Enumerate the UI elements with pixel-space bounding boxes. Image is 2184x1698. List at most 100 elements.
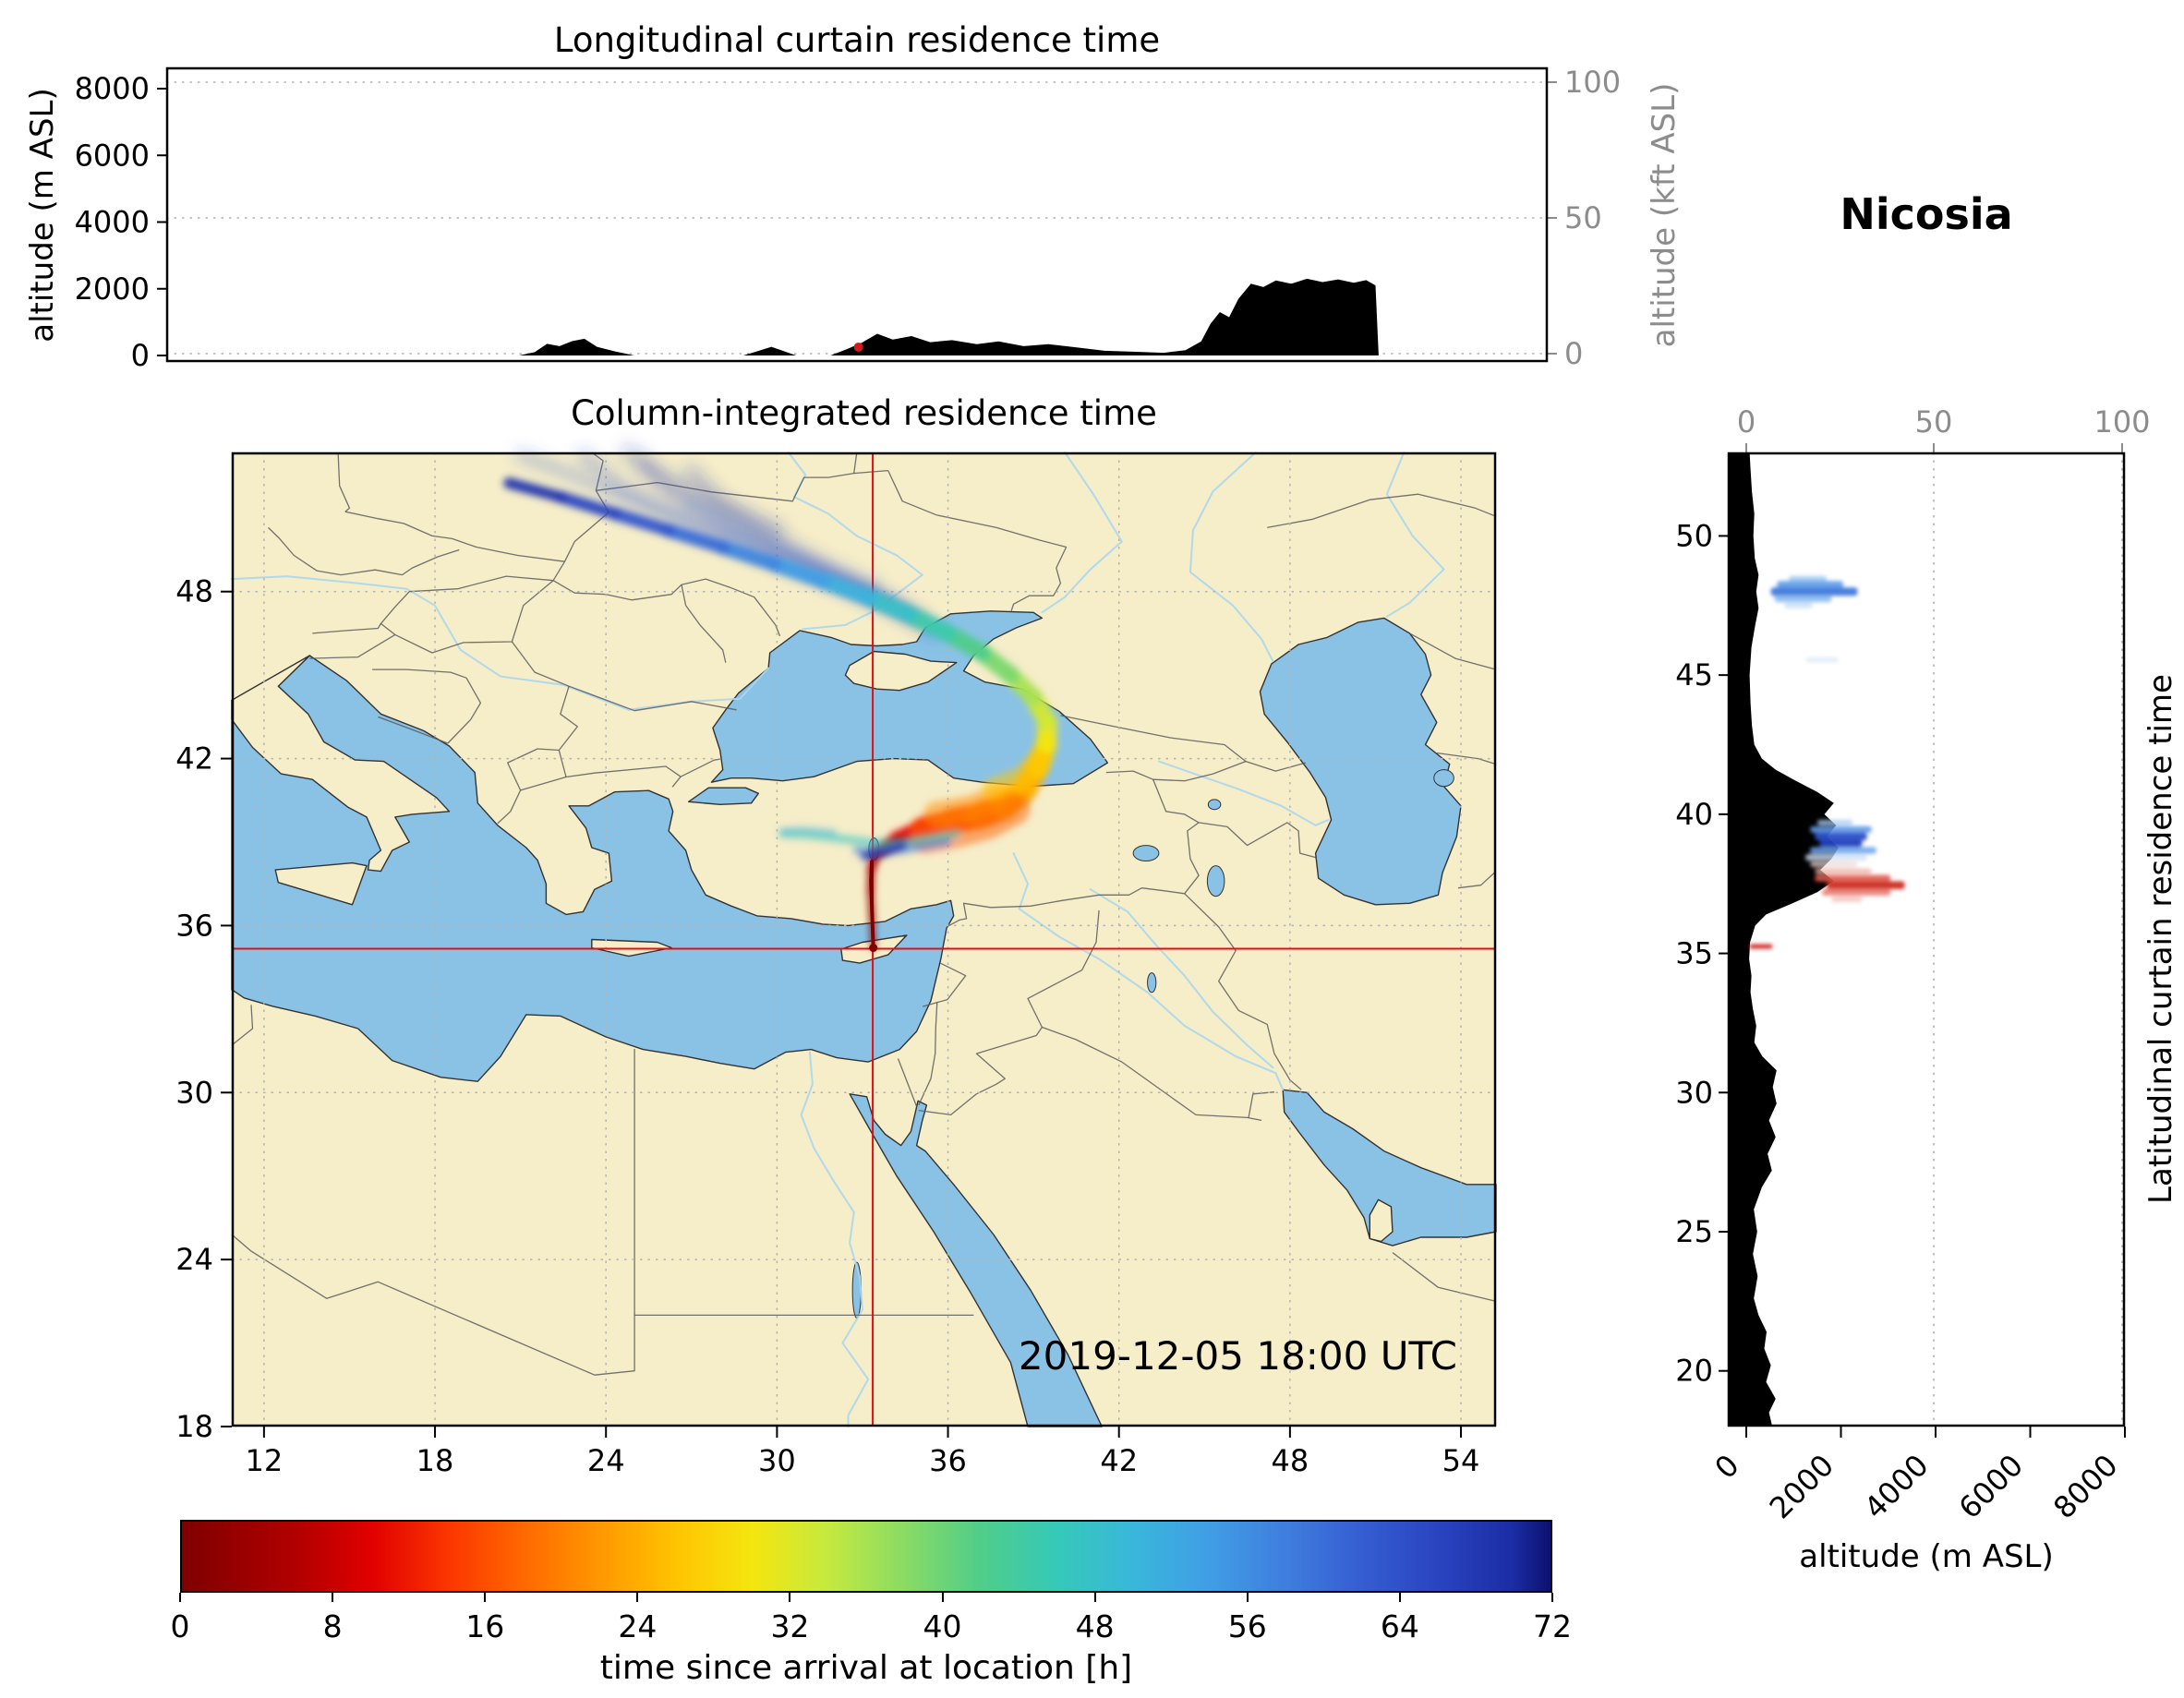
residence-patch [1810,861,1858,868]
country-border [1105,760,1306,782]
country-border [681,584,727,663]
residence-patch [1815,868,1872,874]
residence-patch [1816,819,1853,825]
lake [1147,972,1157,994]
trajectory-branch [778,829,961,848]
qatar [1369,1198,1394,1243]
colorbar-tick-label: 56 [1227,1608,1267,1644]
trajectory-branch [923,784,1013,827]
country-border [939,962,967,1000]
panel-frame [165,66,1549,363]
country-border [918,1002,938,1106]
longitudinal-curtain-plot: 0 50 100 0 2000 4000 6000 8000 [75,65,1622,373]
m-tick-label: 2000 [75,271,150,307]
country-border [372,668,467,679]
colorbar-label: time since arrival at location [h] [599,1649,1133,1687]
sicily [274,861,368,906]
map-xtick-label: 48 [1272,1443,1309,1478]
country-border [497,748,560,825]
country-border [1027,909,1100,1028]
latitudinal-curtain-plot: 0 50 100 20 25 30 35 40 45 50 0 2000 4000 6000 8000 [1675,404,2150,1525]
terrain-profile [167,278,1379,355]
lake [851,1261,862,1319]
trajectory-fan-streak [620,443,786,539]
black-sea [710,610,1109,788]
country-border [918,1027,1043,1116]
sea-of-marmara [688,787,759,805]
m-tick-label: 8000 [75,71,150,106]
colorbar-tick-label: 72 [1533,1608,1572,1644]
map-xtick-label: 12 [246,1443,284,1478]
trajectory-segment [715,539,782,572]
country-border [1457,871,1497,889]
trajectory-branch [982,750,1051,801]
longitudinal-ylabel-right: altitude (kft ASL) [1646,82,1683,348]
map-frame [231,452,1497,1427]
country-border [1436,752,1497,765]
lat-tick-label: 40 [1675,797,1713,832]
river [1041,452,1124,614]
kft-tick-label: 50 [1564,200,1602,235]
map-xtick-label: 36 [929,1443,967,1478]
latitudinal-right-label: Latitudinal curtain residence time [2142,674,2179,1204]
river [1385,452,1445,618]
lat-tick-label: 35 [1675,936,1713,971]
panel-frame [1727,452,2126,1427]
country-border [591,452,604,491]
country-border [1267,493,1497,529]
residence-patch [1815,832,1867,841]
m-tick-label: 6000 [75,138,150,173]
trajectory-segment [814,572,877,606]
station-name: Nicosia [1840,189,2013,239]
trajectory-branch [779,826,838,836]
country-border [1152,778,1316,859]
residence-patches [1749,575,1905,949]
trajectory-segment [766,556,831,589]
colorbar-tick [1093,1593,1096,1602]
country-border [378,716,449,744]
longitudinal-panel-title: Longitudinal curtain residence time [553,20,1161,60]
country-border [1184,893,1302,1090]
datetime-label: 2019-12-05 18:00 UTC [1019,1333,1457,1379]
country-border [1060,715,1247,763]
kft-top-tick-label: 0 [1737,404,1756,440]
country-border [380,575,554,654]
trajectory-segment [661,523,730,554]
residence-patch [1810,825,1872,834]
map-plot: 12 18 24 30 36 42 48 54 18 24 30 36 42 48 2019-12-05 1… [175,443,1497,1478]
colorbar-tick [1398,1593,1401,1602]
alt-tick-label: 2000 [1763,1448,1840,1525]
country-border [447,677,482,744]
kft-tick-label: 100 [1564,65,1621,100]
kft-tick-label: 0 [1564,336,1583,371]
residence-patch [1819,839,1863,848]
residence-patch [1815,874,1891,882]
residence-patch [1831,896,1863,902]
river [1157,760,1330,827]
trajectory-branches [778,750,1051,861]
residence-patch [1774,595,1832,603]
country-border [337,452,351,512]
country-border [680,758,720,777]
residence-patch [1805,657,1839,662]
m-tick-label: 0 [131,338,150,373]
longitudinal-ylabel-left: altitude (m ASL) [24,88,61,343]
residence-patch [1777,581,1844,589]
country-border [1248,1091,1274,1118]
map-xtick-label: 18 [416,1443,454,1478]
country-border [344,511,565,562]
country-border [887,470,1068,611]
lat-tick-label: 45 [1675,657,1713,692]
mediterranean-sea [231,655,955,1082]
colorbar-tick-label: 24 [618,1608,658,1644]
trajectory-branch [861,840,908,861]
river [1089,888,1274,1069]
latitudinal-xlabel: altitude (m ASL) [1799,1538,2054,1575]
alt-tick-label: 0 [1707,1448,1745,1486]
residence-patch [1770,587,1858,596]
country-border [231,1005,254,1046]
lake [1206,865,1225,897]
colorbar-tick-label: 64 [1380,1608,1419,1644]
kft-top-tick-label: 100 [2094,404,2150,440]
